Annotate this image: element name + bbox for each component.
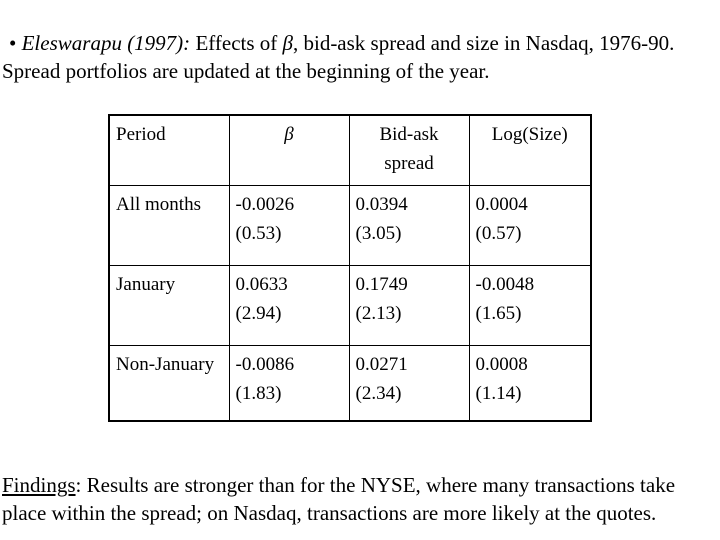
table-header-row: Period β Bid-ask spread Log(Size) <box>108 114 592 186</box>
coefficient-value: -0.0026 <box>235 193 295 215</box>
coefficient-value: 0.1749 <box>355 273 408 295</box>
beta-cell: -0.0026 (0.53) <box>228 184 350 266</box>
coefficient-value: 0.0633 <box>235 273 288 295</box>
coefficient-value: 0.0394 <box>355 193 408 215</box>
table-row-january: January 0.0633 (2.94) 0.1749 (2.13) -0.0… <box>108 264 592 346</box>
results-table: Period β Bid-ask spread Log(Size) All mo… <box>108 114 592 422</box>
beta-cell: -0.0086 (1.83) <box>228 344 350 422</box>
table-row-all-months: All months -0.0026 (0.53) 0.0394 (3.05) … <box>108 184 592 266</box>
t-statistic: (0.57) <box>475 222 522 244</box>
t-statistic: (1.65) <box>475 302 522 324</box>
log-size-cell: -0.0048 (1.65) <box>468 264 592 346</box>
intro-text-before-beta: Effects of <box>190 31 283 55</box>
log-size-cell: 0.0004 (0.57) <box>468 184 592 266</box>
coefficient-value: -0.0086 <box>235 353 295 375</box>
intro-paragraph: • Eleswarapu (1997): Effects of β, bid-a… <box>2 29 704 85</box>
t-statistic: (0.53) <box>235 222 282 244</box>
column-header-bid-ask-spread: Bid-ask spread <box>348 114 470 186</box>
coefficient-value: -0.0048 <box>475 273 535 295</box>
period-cell: All months <box>108 184 230 266</box>
column-header-period: Period <box>108 114 230 186</box>
beta-cell: 0.0633 (2.94) <box>228 264 350 346</box>
findings-paragraph: Findings: Results are stronger than for … <box>2 471 712 527</box>
column-header-beta: β <box>228 114 350 186</box>
period-cell: Non-January <box>108 344 230 422</box>
t-statistic: (1.14) <box>475 382 522 404</box>
findings-text: : Results are stronger than for the NYSE… <box>2 473 676 525</box>
t-statistic: (1.83) <box>235 382 282 404</box>
beta-symbol: β <box>282 31 293 55</box>
bid-ask-spread-cell: 0.1749 (2.13) <box>348 264 470 346</box>
t-statistic: (3.05) <box>355 222 402 244</box>
citation-text: Eleswarapu (1997): <box>21 31 191 55</box>
intro-text-after-beta: , bid-ask spread and size in Nasdaq, 197… <box>2 31 675 83</box>
bullet-glyph: • <box>9 31 17 55</box>
log-size-cell: 0.0008 (1.14) <box>468 344 592 422</box>
coefficient-value: 0.0008 <box>475 353 528 375</box>
bid-ask-spread-cell: 0.0271 (2.34) <box>348 344 470 422</box>
coefficient-value: 0.0004 <box>475 193 528 215</box>
findings-label: Findings <box>2 473 76 497</box>
period-cell: January <box>108 264 230 346</box>
column-header-log-size: Log(Size) <box>468 114 592 186</box>
t-statistic: (2.94) <box>235 302 282 324</box>
t-statistic: (2.13) <box>355 302 402 324</box>
table-row-non-january: Non-January -0.0086 (1.83) 0.0271 (2.34)… <box>108 344 592 422</box>
coefficient-value: 0.0271 <box>355 353 408 375</box>
bid-ask-spread-cell: 0.0394 (3.05) <box>348 184 470 266</box>
t-statistic: (2.34) <box>355 382 402 404</box>
